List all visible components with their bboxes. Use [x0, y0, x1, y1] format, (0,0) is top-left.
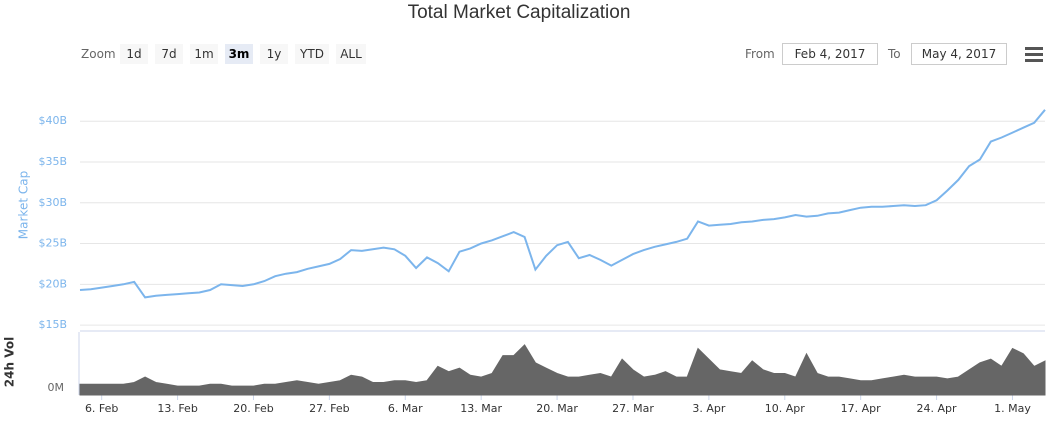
zoom-button[interactable]: 1y	[260, 44, 288, 64]
zoom-button[interactable]: ALL	[336, 44, 366, 64]
zoom-button[interactable]: 1m	[190, 44, 218, 64]
y-tick-label: $20B	[38, 277, 67, 290]
y-tick-label: $25B	[38, 237, 67, 250]
x-tick-label: 17. Apr	[841, 402, 881, 415]
x-tick-label: 6. Mar	[388, 402, 423, 415]
y-tick-label: $15B	[38, 318, 67, 331]
to-label: To	[888, 47, 901, 61]
line-series	[79, 109, 1046, 299]
from-label: From	[745, 47, 775, 61]
x-tick-label: 27. Mar	[612, 402, 654, 415]
from-input[interactable]: Feb 4, 2017	[782, 43, 878, 65]
x-tick-label: 10. Apr	[765, 402, 805, 415]
zoom-button[interactable]: 7d	[155, 44, 183, 64]
x-tick-label: 3. Apr	[692, 402, 725, 415]
to-input[interactable]: May 4, 2017	[911, 43, 1007, 65]
y-tick-label: $35B	[38, 155, 67, 168]
chart-title: Total Market Capitalization	[408, 2, 631, 23]
y-tick-label: $40B	[38, 114, 67, 127]
x-tick-label: 13. Feb	[157, 402, 197, 415]
y-axis-title: Market Cap	[17, 171, 31, 239]
y-tick-label: $30B	[38, 196, 67, 209]
zoom-button[interactable]: 1d	[120, 44, 148, 64]
x-tick-label: 24. Apr	[917, 402, 957, 415]
x-tick-label: 13. Mar	[460, 402, 502, 415]
x-tick-label: 20. Mar	[536, 402, 578, 415]
zoom-button[interactable]: 3m	[225, 44, 253, 64]
zoom-button[interactable]: YTD	[295, 44, 329, 64]
x-tick-label: 27. Feb	[309, 402, 349, 415]
y2-tick-label: 0M	[48, 381, 65, 394]
y2-axis-title: 24h Vol	[3, 337, 17, 387]
x-tick-label: 1. May	[994, 402, 1031, 415]
x-tick-label: 6. Feb	[85, 402, 118, 415]
zoom-label: Zoom	[81, 47, 116, 61]
menu-button[interactable]	[1025, 47, 1043, 63]
x-tick-label: 20. Feb	[233, 402, 273, 415]
area-series	[79, 344, 1046, 396]
